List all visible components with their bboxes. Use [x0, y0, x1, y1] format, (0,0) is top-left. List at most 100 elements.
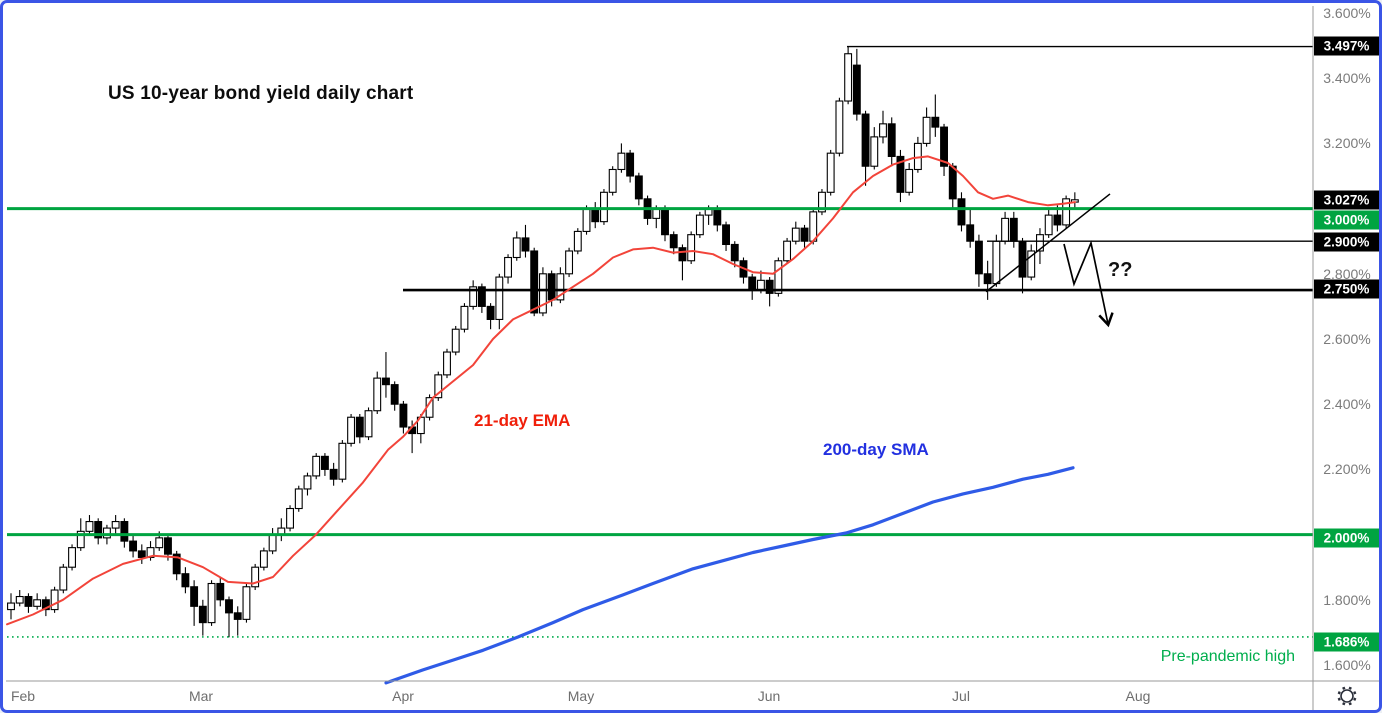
candle-body [242, 586, 251, 620]
candle-body [818, 191, 826, 213]
candle-body [852, 64, 861, 115]
candle-body [538, 273, 547, 314]
trendline[interactable] [985, 193, 1111, 293]
candle-body [164, 537, 172, 555]
candle-body [155, 537, 164, 549]
candle-body [1001, 217, 1010, 242]
candle-body [992, 240, 1001, 285]
candle-body [181, 573, 190, 588]
gear-tooth [1342, 702, 1346, 706]
candle-body [669, 234, 678, 249]
candle-body [800, 227, 809, 242]
rising-trendline[interactable] [985, 193, 1111, 293]
candle-body [1062, 198, 1071, 226]
candle-body [1053, 214, 1062, 226]
projection-zigzag-arrow[interactable] [1063, 240, 1108, 324]
candle-body [695, 214, 704, 236]
candle-body [783, 240, 792, 262]
price-tick-2.400%: 2.400% [1323, 396, 1371, 412]
candle-body [94, 521, 103, 539]
candle-body [190, 586, 199, 607]
price-badge-2.900%: 2.900% [1314, 232, 1379, 252]
candle-body [320, 455, 329, 470]
price-badge-3.000%: 3.000% [1314, 210, 1379, 230]
gear-tooth [1337, 697, 1341, 701]
candle-body [1027, 250, 1036, 278]
candle-body [111, 521, 120, 529]
price-badge-3.497%: 3.497% [1314, 36, 1379, 56]
candle-body [50, 589, 59, 611]
month-label-Aug: Aug [1125, 688, 1151, 704]
gear-tooth [1337, 691, 1341, 695]
candle-body [600, 191, 608, 223]
candle-body [791, 227, 800, 242]
price-badge-3.027%: 3.027% [1314, 190, 1379, 210]
month-label-Apr: Apr [392, 688, 414, 704]
candle-body [382, 377, 390, 386]
candle-body [870, 136, 879, 167]
plot-svg[interactable] [3, 3, 1382, 713]
candle-body [129, 540, 138, 552]
candle-body [390, 384, 399, 405]
candle-body [137, 550, 146, 558]
candle-body [216, 582, 225, 601]
gear-tooth [1348, 686, 1352, 690]
candle-body [547, 273, 556, 301]
month-label-Feb: Feb [10, 688, 36, 704]
candle-body [251, 566, 260, 588]
candle-body [172, 553, 181, 575]
axis-separators [6, 6, 1379, 710]
candle-body [948, 165, 957, 200]
candle-body [922, 116, 931, 144]
candle-body [33, 599, 42, 607]
candle-body [486, 305, 495, 320]
candle-body [303, 475, 312, 490]
ema-line [6, 155, 1076, 626]
candle-body [844, 53, 853, 102]
candle-body [521, 237, 530, 252]
candle-body [957, 198, 966, 226]
candle-body [364, 410, 373, 438]
ema-polyline [6, 155, 1076, 626]
candle-body [373, 377, 382, 412]
candle-body [259, 550, 268, 568]
zigzag-projection[interactable] [1063, 240, 1108, 324]
candle-body [826, 152, 835, 193]
price-tick-2.800%: 2.800% [1323, 266, 1371, 282]
price-scale-settings-button[interactable] [1331, 683, 1363, 709]
sma-line [384, 466, 1075, 685]
candle-body [15, 595, 24, 604]
gear-icon [1337, 686, 1357, 706]
candle-body [1009, 217, 1018, 242]
candle-body [565, 250, 574, 275]
price-badge-1.686%: 1.686% [1314, 632, 1379, 652]
candle-body [887, 123, 896, 157]
candle-body [861, 113, 870, 167]
candle-body [756, 279, 765, 291]
candle-body [582, 208, 591, 232]
candle-body [765, 279, 774, 294]
price-badge-2.000%: 2.000% [1314, 528, 1379, 548]
candle-body [338, 442, 347, 480]
candle-body [233, 612, 242, 620]
month-label-May: May [567, 688, 595, 704]
horizontal-level-lines[interactable] [7, 45, 1313, 638]
candle-body [905, 168, 914, 193]
candle-body [268, 534, 277, 552]
chart-title: US 10-year bond yield daily chart [108, 83, 414, 104]
candle-body [634, 175, 643, 200]
sma-polyline [384, 466, 1075, 685]
candle-body [1036, 234, 1044, 252]
price-tick-3.200%: 3.200% [1323, 135, 1371, 151]
month-label-Mar: Mar [188, 688, 214, 704]
gear-tooth [1353, 697, 1357, 701]
candle-body [469, 286, 478, 307]
candle-body [748, 276, 757, 291]
candle-body [41, 599, 50, 611]
candle-body [556, 273, 565, 301]
candle-body [512, 237, 521, 259]
candle-body [329, 468, 338, 480]
ema-label: 21-day EMA [474, 411, 571, 430]
candle-body [85, 521, 94, 532]
